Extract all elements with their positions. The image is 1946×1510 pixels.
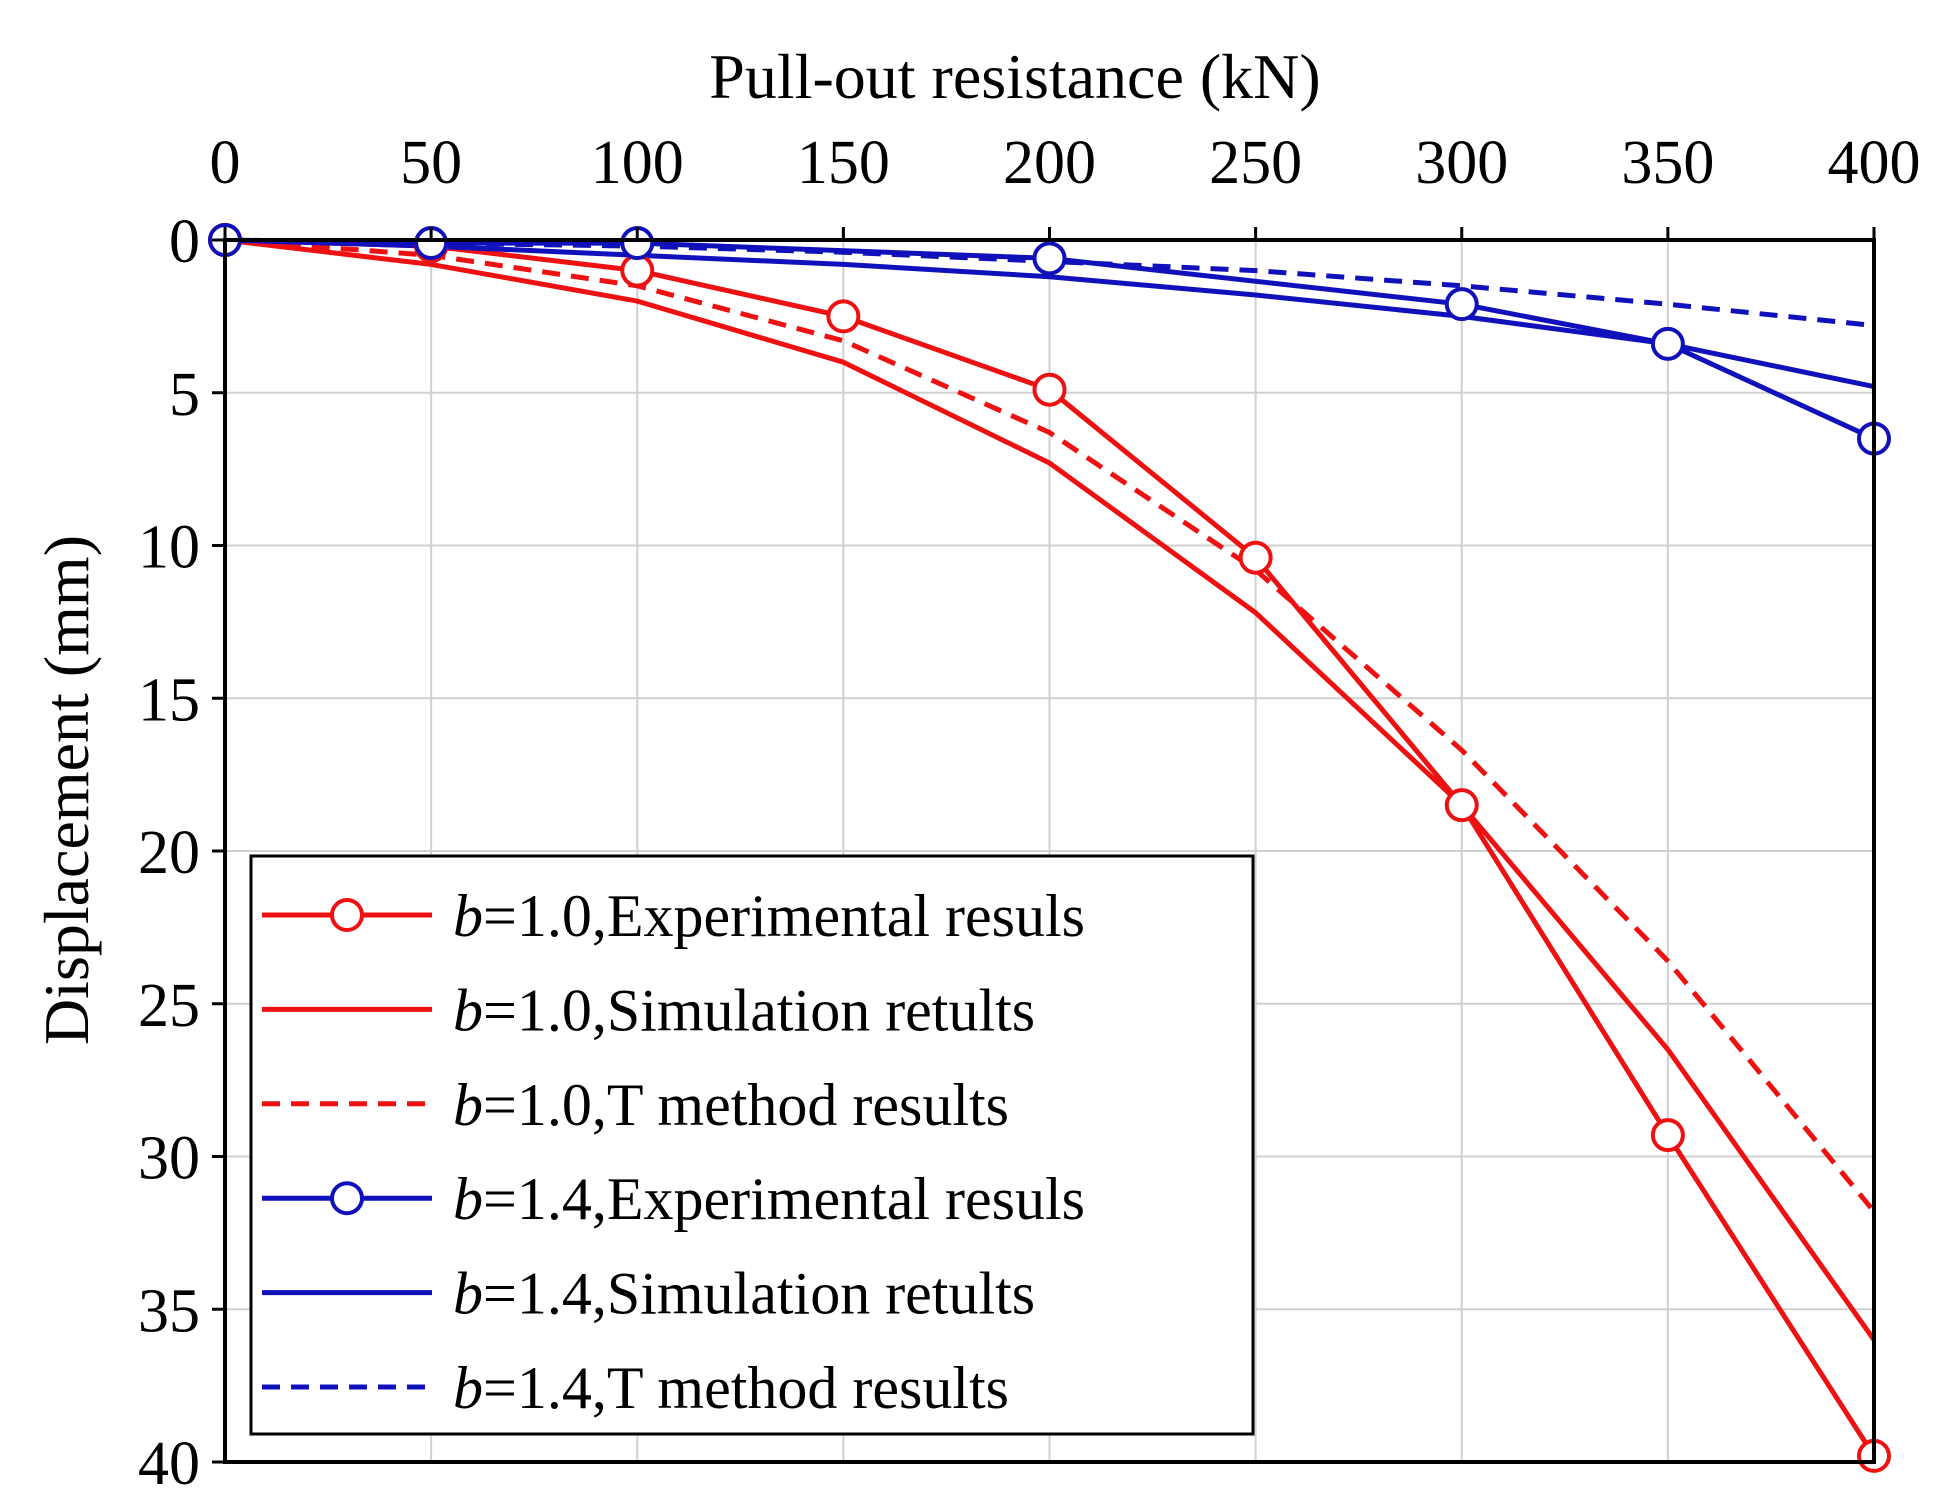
legend-label-variable: b: [453, 977, 483, 1043]
legend-label-variable: b: [453, 883, 483, 949]
x-axis-title: Pull-out resistance (kN): [709, 41, 1320, 112]
y-tick-label: 0: [169, 208, 200, 276]
legend-label-text: =1.0,T method results: [483, 1072, 1009, 1138]
y-axis-title: Displacement (mm): [31, 535, 102, 1045]
legend-label-text: =1.4,Simulation retults: [483, 1261, 1035, 1327]
series-4-marker: [1650, 326, 1685, 361]
series-4-marker: [1032, 241, 1067, 276]
y-tick-label: 10: [138, 514, 200, 582]
x-tick-label: 150: [797, 129, 890, 197]
legend-label-variable: b: [453, 1166, 483, 1232]
y-tick-label: 30: [138, 1125, 200, 1193]
legend-label-variable: b: [453, 1072, 483, 1138]
series-line-5: [224, 237, 1875, 390]
x-tick-label: 400: [1828, 129, 1921, 197]
x-tick-label: 250: [1209, 129, 1302, 197]
y-tick-label: 20: [138, 819, 200, 887]
legend-label-text: =1.0,Experimental resuls: [483, 883, 1085, 949]
legend-label-text: =1.4,Experimental resuls: [483, 1166, 1085, 1232]
tick-labels: 0 50 100 150 200 250 300 350 400 0 5 10 15 20 25 30 35 40: [138, 129, 1921, 1498]
legend-label: b=1.0,Experimental resuls: [453, 883, 1085, 949]
x-tick-label: 100: [591, 129, 684, 197]
series-1-marker: [1032, 372, 1067, 407]
legend-label-text: =1.0,Simulation retults: [483, 977, 1035, 1043]
y-tick-label: 40: [138, 1430, 200, 1498]
series-4-marker: [1444, 287, 1479, 322]
axis-ticks: [212, 227, 1876, 1464]
legend-label-text: =1.4,T method results: [483, 1355, 1009, 1421]
x-tick-label: 0: [210, 129, 241, 197]
series-line-2: [224, 237, 1877, 1342]
series-1-marker: [1444, 788, 1479, 823]
y-tick-label: 5: [169, 361, 200, 429]
legend-label: b=1.4,Experimental resuls: [453, 1166, 1085, 1232]
series-1-marker: [1238, 540, 1273, 575]
series-1-marker: [1650, 1118, 1685, 1153]
legend-swatch-marker: [330, 898, 364, 932]
x-tick-label: 350: [1621, 129, 1714, 197]
x-tick-label: 300: [1415, 129, 1508, 197]
legend-label-variable: b: [453, 1261, 483, 1327]
y-tick-label: 35: [138, 1277, 200, 1345]
legend-label: b=1.0,T method results: [453, 1072, 1009, 1138]
legend-label: b=1.4,Simulation retults: [453, 1261, 1035, 1327]
legend-label: b=1.0,Simulation retults: [453, 977, 1035, 1043]
legend: b=1.0,Experimental resulsb=1.0,Simulatio…: [249, 854, 1255, 1436]
x-tick-label: 200: [1003, 129, 1096, 197]
series-1-marker: [826, 299, 861, 334]
y-tick-label: 15: [138, 666, 200, 734]
y-tick-label: 25: [138, 972, 200, 1040]
series-line-3: [224, 237, 1876, 1214]
legend-label-variable: b: [453, 1355, 483, 1421]
legend-swatch-marker: [330, 1181, 364, 1216]
legend-label: b=1.4,T method results: [453, 1355, 1009, 1421]
x-tick-label: 50: [400, 129, 462, 197]
legend-box: [249, 854, 1255, 1436]
